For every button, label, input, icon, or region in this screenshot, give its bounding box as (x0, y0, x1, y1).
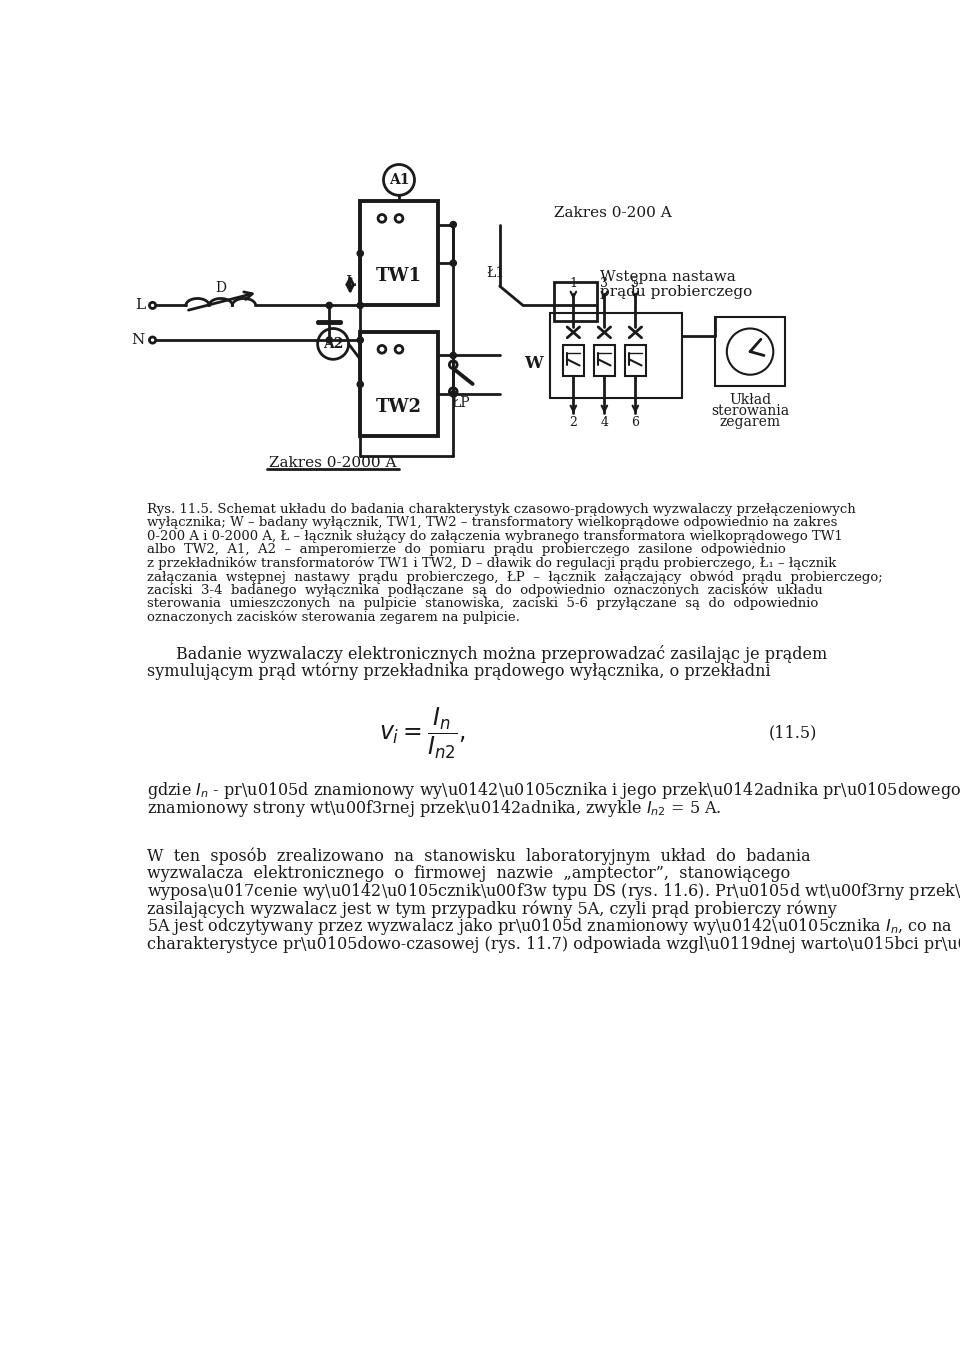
Text: wyłącznika; W – badany wyłącznik, TW1, TW2 – transformatory wielkoprądowe odpowi: wyłącznika; W – badany wyłącznik, TW1, T… (147, 516, 837, 530)
Text: z przekładników transformatorów TW1 i TW2, D – dławik do regulacji prądu probier: z przekładników transformatorów TW1 i TW… (147, 557, 836, 570)
Text: 5A jest odczytywany przez wyzwalacz jako pr\u0105d znamionowy wy\u0142\u0105czni: 5A jest odczytywany przez wyzwalacz jako… (147, 917, 953, 937)
Text: D: D (215, 281, 227, 295)
Text: 3: 3 (600, 277, 609, 291)
Text: Rys. 11.5. Schemat układu do badania charakterystyk czasowo-prądowych wyzwalaczy: Rys. 11.5. Schemat układu do badania cha… (147, 502, 856, 516)
Circle shape (326, 303, 332, 308)
Text: TW2: TW2 (376, 398, 422, 416)
Text: gdzie $I_n$ - pr\u0105d znamionowy wy\u0142\u0105cznika i jego przek\u0142adnika: gdzie $I_n$ - pr\u0105d znamionowy wy\u0… (147, 779, 960, 801)
Text: 2: 2 (569, 416, 577, 429)
Text: Układ: Układ (729, 392, 771, 407)
Text: 4: 4 (600, 416, 609, 429)
Text: zegarem: zegarem (719, 414, 780, 429)
Circle shape (357, 303, 363, 308)
Text: sterowania: sterowania (711, 403, 789, 418)
Text: wyposa\u017cenie wy\u0142\u0105cznik\u00f3w typu DS (rys. 11.6). Pr\u0105d wt\u0: wyposa\u017cenie wy\u0142\u0105cznik\u00… (147, 881, 960, 902)
Text: oznaczonych zacisków sterowania zegarem na pulpicie.: oznaczonych zacisków sterowania zegarem … (147, 611, 520, 625)
Bar (563, 345, 585, 376)
Text: $v_i = \dfrac{I_n}{I_{n2}},$: $v_i = \dfrac{I_n}{I_{n2}},$ (379, 705, 466, 760)
Circle shape (326, 337, 332, 344)
Bar (550, 314, 682, 398)
Circle shape (450, 259, 456, 266)
Circle shape (357, 382, 363, 387)
Text: albo  TW2,  A1,  A2  –  amperomierze  do  pomiaru  prądu  probierczego  zasilone: albo TW2, A1, A2 – amperomierze do pomia… (147, 543, 786, 557)
Text: 6: 6 (632, 416, 639, 429)
Text: ŁP: ŁP (452, 397, 470, 410)
Text: zaciski  3-4  badanego  wyłącznika  podłączane  są  do  odpowiednio  oznaczonych: zaciski 3-4 badanego wyłącznika podłącza… (147, 584, 823, 598)
Text: znamionowy strony wt\u00f3rnej przek\u0142adnika, zwykle $I_{n2}$ = 5 A.: znamionowy strony wt\u00f3rnej przek\u01… (147, 797, 722, 819)
Text: Ł: Ł (345, 276, 355, 289)
Text: Ł1: Ł1 (487, 266, 505, 280)
Text: W: W (523, 354, 542, 372)
Text: sterowania  umieszczonych  na  pulpicie  stanowiska,  zaciski  5-6  przyłączane : sterowania umieszczonych na pulpicie sta… (147, 598, 818, 610)
Text: L: L (134, 299, 145, 312)
Circle shape (357, 250, 363, 257)
Text: TW1: TW1 (376, 268, 422, 285)
Text: załączania  wstępnej  nastawy  prądu  probierczego,  ŁP  –  łącznik  załączający: załączania wstępnej nastawy prądu probie… (147, 570, 883, 584)
Text: (11.5): (11.5) (769, 724, 818, 741)
Bar (360, 201, 438, 306)
Text: 1: 1 (569, 277, 577, 291)
Text: prądu probierczego: prądu probierczego (601, 285, 753, 299)
Text: W  ten  sposób  zrealizowano  na  stanowisku  laboratoryjnym  układ  do  badania: W ten sposób zrealizowano na stanowisku … (147, 847, 811, 865)
Text: Wstępna nastawa: Wstępna nastawa (601, 270, 736, 284)
Text: 5: 5 (632, 277, 639, 291)
Circle shape (450, 352, 456, 359)
Text: Badanie wyzwalaczy elektronicznych można przeprowadzać zasilając je prądem: Badanie wyzwalaczy elektronicznych można… (176, 645, 828, 663)
Text: zasilających wyzwalacz jest w tym przypadku równy 5A, czyli prąd probierczy równ: zasilających wyzwalacz jest w tym przypa… (147, 900, 837, 918)
Circle shape (357, 337, 363, 344)
Text: A2: A2 (323, 337, 344, 350)
Bar (593, 345, 615, 376)
Bar (554, 282, 596, 320)
Circle shape (450, 221, 456, 228)
Text: symulującym prąd wtórny przekładnika prądowego wyłącznika, o przekładni: symulującym prąd wtórny przekładnika prą… (147, 663, 771, 680)
Text: Zakres 0-200 A: Zakres 0-200 A (554, 206, 672, 220)
Text: A1: A1 (389, 172, 409, 187)
Text: charakterystyce pr\u0105dowo-czasowej (rys. 11.7) odpowiada wzgl\u0119dnej warto: charakterystyce pr\u0105dowo-czasowej (r… (147, 936, 960, 953)
Bar (715, 316, 785, 386)
Bar (625, 345, 646, 376)
Text: 0-200 A i 0-2000 A, Ł – łącznik służący do załączenia wybranego transformatora w: 0-200 A i 0-2000 A, Ł – łącznik służący … (147, 530, 843, 543)
Text: wyzwalacza  elektronicznego  o  firmowej  nazwie  „amptector”,  stanowiącego: wyzwalacza elektronicznego o firmowej na… (147, 865, 790, 883)
Bar (360, 333, 438, 436)
Circle shape (450, 391, 456, 397)
Text: Zakres 0-2000 A: Zakres 0-2000 A (270, 456, 396, 470)
Text: N: N (132, 333, 145, 348)
